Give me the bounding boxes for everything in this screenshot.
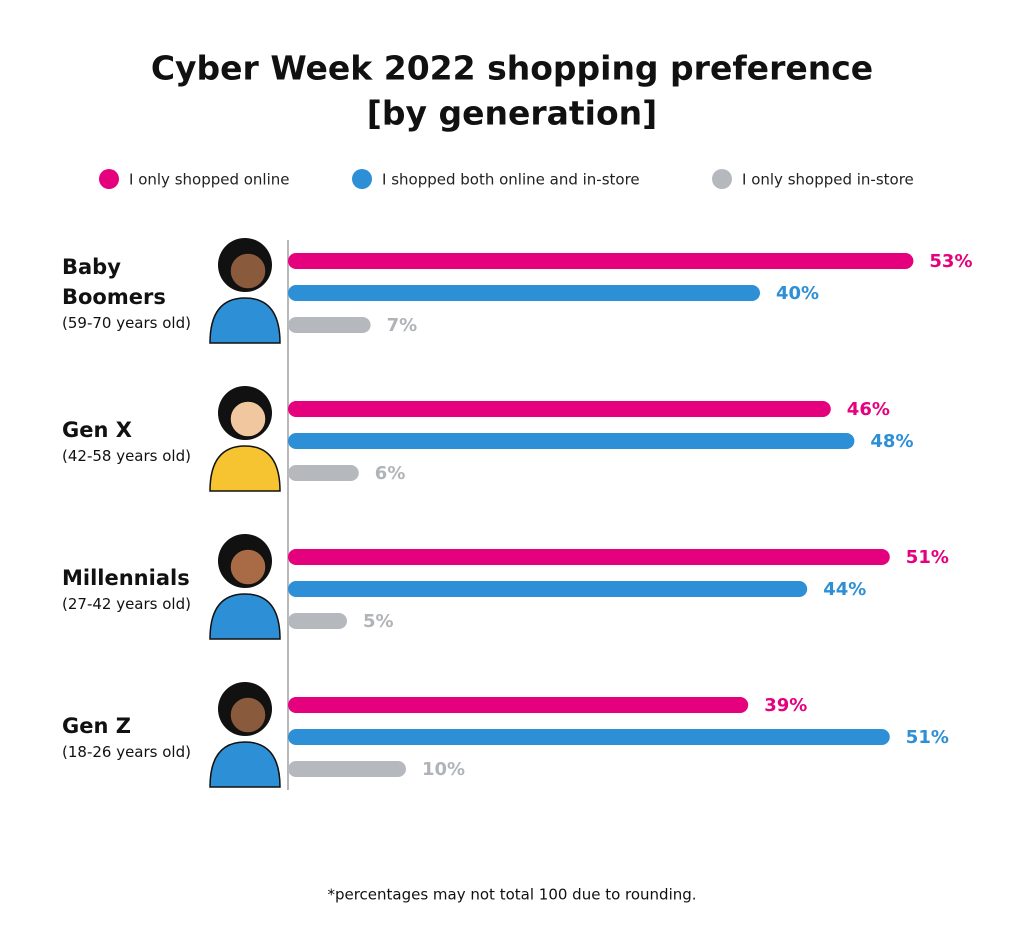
chart-title: [by generation] <box>367 94 657 133</box>
legend-label: I only shopped online <box>129 171 290 189</box>
category-subtitle: (27-42 years old) <box>62 595 191 613</box>
category-subtitle: (59-70 years old) <box>62 314 191 332</box>
legend-swatch <box>712 169 732 189</box>
category-label: Gen Z (18-26 years old) <box>62 663 202 811</box>
category-name: Gen Z <box>62 714 131 738</box>
value-label: 39% <box>764 695 807 716</box>
legend-label: I shopped both online and in-store <box>382 171 640 189</box>
avatar-body <box>209 297 281 344</box>
bar <box>288 401 831 417</box>
avatar-head <box>229 548 267 586</box>
value-label: 6% <box>375 463 406 484</box>
value-label: 5% <box>363 611 394 632</box>
bar <box>288 697 749 713</box>
category-label: Gen X (42-58 years old) <box>62 367 202 515</box>
category-name: Gen X <box>62 418 132 442</box>
value-label: 53% <box>929 251 972 272</box>
bar <box>288 761 406 777</box>
value-label: 44% <box>823 579 866 600</box>
legend-swatch <box>352 169 372 189</box>
avatar-head <box>229 400 267 438</box>
bar <box>288 465 359 481</box>
avatar-body <box>209 593 281 640</box>
bar <box>288 253 914 269</box>
value-label: 48% <box>870 431 913 452</box>
category-label: Baby Boomers (59-70 years old) <box>62 219 202 367</box>
category-name: Baby Boomers <box>62 255 166 309</box>
value-label: 40% <box>776 283 819 304</box>
value-label: 51% <box>906 547 949 568</box>
avatar-head <box>229 252 267 290</box>
bar <box>288 549 890 565</box>
bar <box>288 317 371 333</box>
footnote: *percentages may not total 100 due to ro… <box>327 886 696 904</box>
bar <box>288 729 890 745</box>
category-label: Millennials (27-42 years old) <box>62 515 202 663</box>
category-subtitle: (42-58 years old) <box>62 447 191 465</box>
chart-title: Cyber Week 2022 shopping preference <box>151 49 873 88</box>
category-subtitle: (18-26 years old) <box>62 743 191 761</box>
bar <box>288 613 347 629</box>
category-name: Millennials <box>62 566 190 590</box>
value-label: 10% <box>422 759 465 780</box>
legend-label: I only shopped in-store <box>742 171 914 189</box>
bar <box>288 581 808 597</box>
avatar-head <box>229 696 267 734</box>
value-label: 7% <box>387 315 418 336</box>
avatar-body <box>209 445 281 492</box>
avatar-body <box>209 741 281 788</box>
legend-swatch <box>99 169 119 189</box>
value-label: 51% <box>906 727 949 748</box>
value-label: 46% <box>847 399 890 420</box>
bar <box>288 285 760 301</box>
bar <box>288 433 855 449</box>
